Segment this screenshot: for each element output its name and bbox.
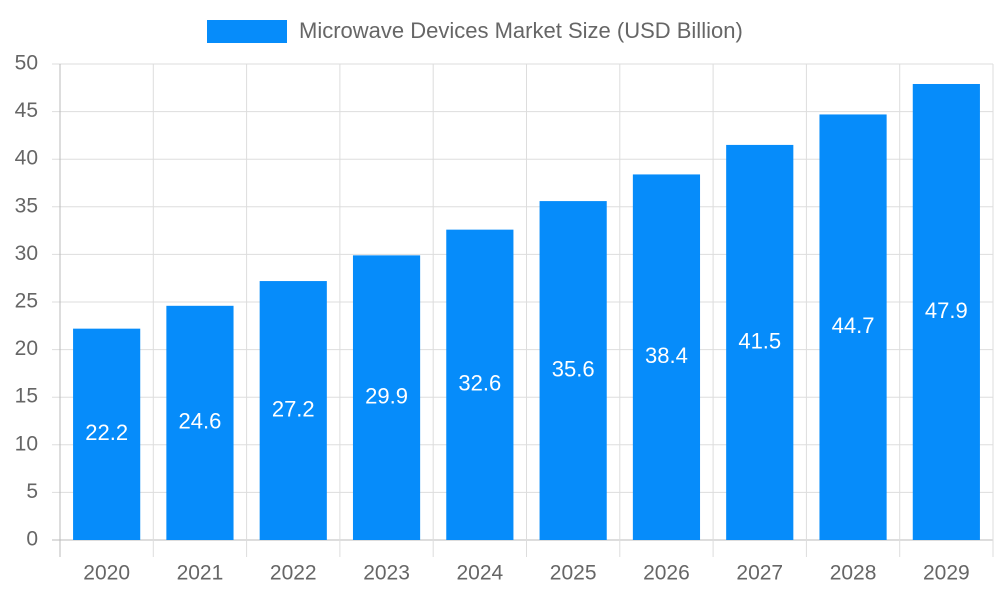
value-label: 35.6 bbox=[552, 356, 595, 381]
value-label: 29.9 bbox=[365, 383, 408, 408]
y-tick-label: 40 bbox=[15, 147, 38, 170]
bar bbox=[166, 305, 234, 540]
x-tick-label: 2021 bbox=[177, 562, 224, 585]
y-tick-label: 25 bbox=[15, 290, 38, 313]
value-label: 47.9 bbox=[925, 298, 968, 323]
value-label: 32.6 bbox=[458, 371, 501, 396]
y-tick-label: 30 bbox=[15, 242, 38, 265]
x-tick-label: 2023 bbox=[363, 562, 410, 585]
y-tick-label: 45 bbox=[15, 99, 38, 122]
bar bbox=[259, 281, 327, 540]
y-tick-label: 0 bbox=[26, 528, 38, 551]
y-tick-label: 20 bbox=[15, 337, 38, 360]
x-tick-label: 2024 bbox=[456, 562, 503, 585]
x-tick-label: 2026 bbox=[643, 562, 690, 585]
y-tick-label: 35 bbox=[15, 194, 38, 217]
x-tick-label: 2020 bbox=[83, 562, 130, 585]
bar bbox=[352, 255, 421, 541]
bar bbox=[539, 201, 607, 540]
bar bbox=[73, 328, 141, 540]
value-label: 41.5 bbox=[738, 328, 781, 353]
bar bbox=[726, 144, 794, 541]
x-tick-label: 2029 bbox=[923, 562, 970, 585]
x-tick-label: 2025 bbox=[550, 562, 597, 585]
value-label: 44.7 bbox=[832, 313, 875, 338]
value-label: 27.2 bbox=[272, 396, 315, 421]
y-tick-label: 15 bbox=[15, 385, 38, 408]
value-label: 24.6 bbox=[179, 409, 222, 434]
bar bbox=[819, 114, 887, 541]
legend-label: Microwave Devices Market Size (USD Billi… bbox=[299, 18, 743, 43]
y-tick-label: 10 bbox=[15, 432, 38, 455]
y-tick-label: 50 bbox=[15, 52, 38, 75]
bar bbox=[446, 229, 514, 540]
legend-swatch bbox=[207, 20, 287, 43]
bar bbox=[632, 174, 701, 540]
value-label: 22.2 bbox=[85, 420, 128, 445]
y-tick-label: 5 bbox=[26, 480, 38, 503]
x-tick-label: 2028 bbox=[830, 562, 877, 585]
value-label: 38.4 bbox=[645, 343, 688, 368]
x-tick-label: 2022 bbox=[270, 562, 317, 585]
bar bbox=[912, 83, 980, 540]
x-tick-label: 2027 bbox=[736, 562, 783, 585]
